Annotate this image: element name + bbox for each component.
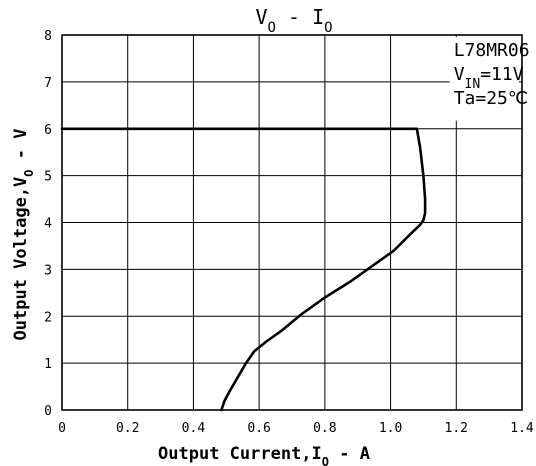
x-tick-label: 0.6: [247, 421, 270, 436]
y-axis-label-text: Output Voltage,VO - V: [11, 129, 36, 341]
x-tick-label: 0: [58, 421, 66, 436]
x-tick-label: 1.4: [510, 421, 534, 436]
plot-frame: [61, 34, 523, 411]
y-tick-label: 7: [44, 76, 52, 91]
y-tick-label: 6: [44, 123, 52, 138]
x-tick-label: 0.2: [116, 421, 139, 436]
annotation-line: Ta=25℃: [454, 88, 528, 109]
y-tick-label: 1: [44, 357, 52, 372]
x-tick-label: 0.4: [182, 421, 206, 436]
x-tick-label: 1.0: [379, 421, 402, 436]
y-tick-label: 4: [44, 217, 52, 232]
chart-title-text: VO - IO: [255, 5, 332, 36]
annotation-line: L78MR06: [454, 40, 530, 61]
y-tick-label: 0: [44, 404, 52, 419]
x-axis-label: Output Current,IO - A: [158, 444, 370, 466]
y-tick-label: 8: [44, 29, 52, 44]
annotation-background: [449, 37, 519, 121]
y-tick-label: 3: [44, 263, 52, 278]
chart-title: VO - IO: [255, 5, 332, 36]
grid: [61, 34, 523, 411]
y-tick-label: 5: [44, 170, 52, 185]
series-group: [60, 127, 427, 412]
y-axis-label: Output Voltage,VO - V: [11, 129, 36, 341]
x-tick-label: 1.2: [445, 421, 468, 436]
annotation-line: VIN=11V: [454, 64, 524, 92]
x-axis-label-text: Output Current,IO - A: [158, 444, 370, 466]
x-tick-label: 0.8: [313, 421, 336, 436]
y-tick-label: 2: [44, 310, 52, 325]
y-tick-labels: 0 1 2 3 4 5 6 7 8: [44, 29, 52, 419]
x-tick-labels: 0 0.2 0.4 0.6 0.8 1.0 1.2 1.4: [58, 421, 534, 436]
series-line: [60, 127, 427, 412]
